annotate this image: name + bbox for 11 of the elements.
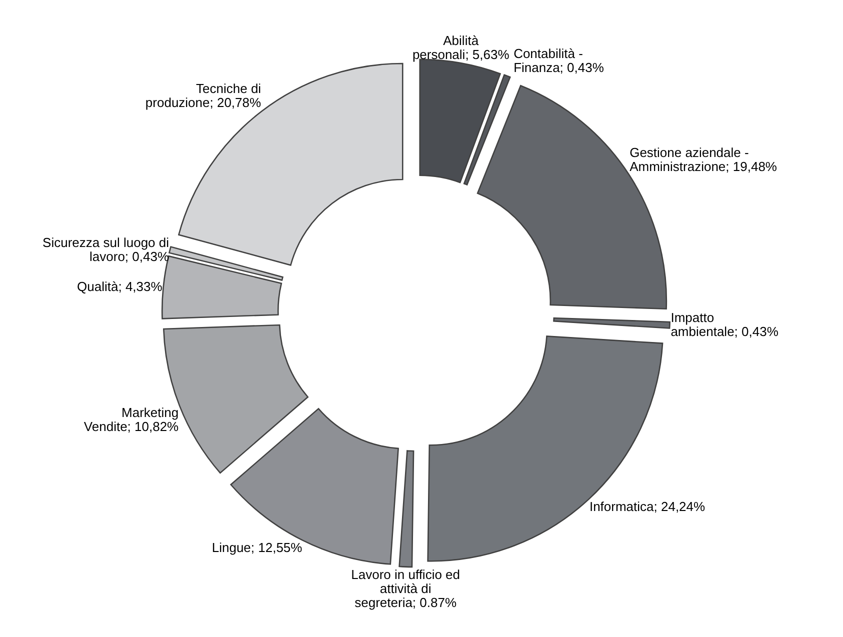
- slice-label: Lingue; 12,55%: [210, 540, 302, 556]
- slice-label: Sicurezza sul luogo di lavoro; 0,43%: [42, 234, 170, 264]
- slice-label: Gestione aziendale - Amministrazione; 19,48%: [630, 144, 778, 174]
- slice-label: Lavoro in ufficio ed attività di segreteria; 0.87%: [350, 566, 461, 610]
- slice-label: Contabilità - Finanza; 0,43%: [514, 46, 605, 75]
- slice-label: Tecniche di produzione; 20,78%: [144, 81, 262, 110]
- slice-label: Impatto ambientale; 0,43%: [670, 310, 780, 340]
- slice-label: Qualità; 4,33%: [76, 279, 162, 294]
- slice-label: Abilità personali; 5,63%: [412, 32, 510, 62]
- slice-label: Informatica; 24,24%: [589, 498, 706, 514]
- slice-label: Marketing Vendite; 10,82%: [82, 405, 179, 434]
